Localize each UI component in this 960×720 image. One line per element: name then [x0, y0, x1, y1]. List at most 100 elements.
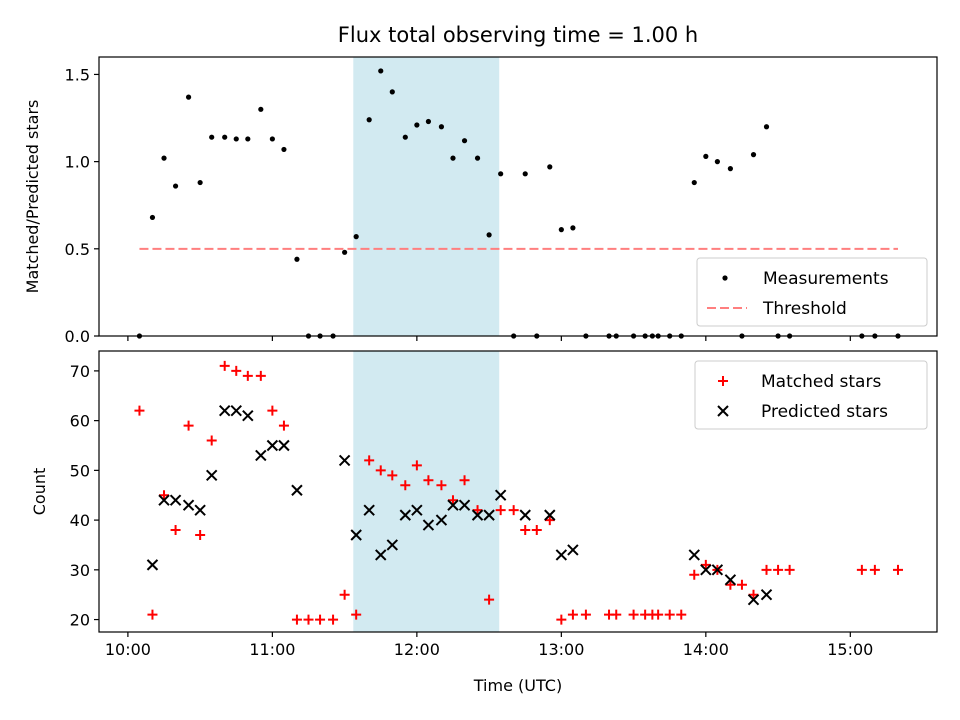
panel-flux-ratio: 0.0 0.5 1.0 1.5 Matched/Predicted stars Measu… — [23, 56, 938, 346]
data-point — [486, 232, 492, 238]
data-point — [375, 465, 386, 476]
data-point — [363, 504, 375, 516]
data-point — [653, 609, 664, 620]
data-point — [303, 614, 314, 625]
data-point — [209, 134, 215, 140]
series-matched-stars — [134, 360, 903, 625]
data-point — [147, 609, 158, 620]
data-point — [411, 504, 423, 516]
data-point — [402, 134, 408, 140]
highlight-span — [353, 351, 500, 632]
data-point — [736, 579, 747, 590]
data-point — [700, 559, 711, 570]
data-point — [567, 609, 578, 620]
data-point — [230, 404, 242, 417]
data-point — [747, 593, 760, 606]
data-point — [414, 122, 420, 128]
data-point — [570, 225, 576, 231]
data-point — [291, 614, 302, 625]
x-tick-label: 13:00 — [538, 640, 584, 659]
data-point — [773, 564, 784, 575]
data-point — [350, 529, 362, 541]
data-point — [338, 454, 351, 467]
data-point — [278, 439, 290, 452]
data-point — [328, 614, 339, 625]
data-point — [688, 549, 700, 561]
y-axis-label: Matched/Predicted stars — [23, 100, 42, 294]
data-point — [242, 370, 253, 381]
legend: Matched stars Predicted stars — [694, 360, 928, 430]
data-point — [498, 171, 504, 177]
data-point — [399, 509, 412, 521]
data-point — [784, 564, 795, 575]
data-point — [266, 439, 279, 452]
data-point — [892, 564, 903, 575]
legend-swatch — [722, 275, 728, 281]
data-point — [869, 564, 880, 575]
data-point — [149, 214, 156, 221]
axes-frame — [98, 350, 938, 633]
data-point — [628, 609, 639, 620]
data-point — [483, 509, 495, 521]
data-point — [183, 420, 194, 431]
data-point — [461, 138, 468, 144]
data-point — [231, 365, 242, 376]
y-tick-label: 50 — [70, 461, 90, 480]
data-point — [472, 505, 483, 516]
data-point — [161, 155, 167, 161]
data-point — [664, 609, 675, 620]
y-tick-label: 1.5 — [65, 65, 90, 84]
x-tick-label: 11:00 — [249, 640, 295, 659]
data-point — [222, 134, 228, 140]
data-point — [389, 89, 395, 95]
data-point — [172, 183, 179, 189]
data-point — [520, 525, 531, 536]
data-point — [218, 404, 231, 417]
series-predicted-stars — [146, 404, 773, 606]
data-point — [170, 525, 181, 536]
data-point — [567, 544, 579, 556]
legend-box — [696, 257, 928, 327]
data-point — [750, 152, 757, 158]
data-point — [269, 136, 275, 142]
data-point — [291, 484, 303, 496]
data-point — [411, 460, 422, 471]
y-tick-label: 60 — [70, 412, 90, 431]
data-point — [158, 494, 170, 506]
data-point — [387, 470, 398, 481]
legend-label: Threshold — [762, 299, 847, 319]
y-tick-label: 0.5 — [65, 240, 90, 259]
data-point — [435, 514, 448, 526]
data-point — [547, 164, 553, 170]
data-point — [278, 420, 289, 431]
data-point — [727, 166, 733, 172]
data-point — [233, 136, 239, 142]
highlight-span — [353, 57, 500, 336]
data-point — [258, 106, 264, 112]
x-tick-label: 10:00 — [105, 640, 151, 659]
panel-star-counts: 10:00 11:00 12:00 13:00 14:00 15:00 20 30 40 50 60… — [30, 350, 938, 659]
data-point — [856, 564, 867, 575]
data-point — [544, 515, 555, 526]
data-point — [611, 609, 622, 620]
data-point — [471, 509, 484, 521]
data-point — [159, 490, 170, 501]
data-point — [422, 519, 435, 531]
data-point — [339, 589, 350, 600]
data-point — [242, 409, 254, 422]
data-point — [195, 530, 206, 541]
legend: Measurements Threshold — [696, 257, 928, 327]
legend-label: Matched stars — [761, 372, 881, 392]
data-point — [425, 118, 432, 125]
data-point — [255, 449, 267, 462]
data-point — [519, 509, 531, 521]
x-tick-label: 12:00 — [394, 640, 440, 659]
data-point — [484, 594, 495, 605]
x-tick-label: 14:00 — [683, 640, 729, 659]
y-tick-label: 70 — [70, 362, 90, 381]
data-point — [711, 564, 724, 576]
data-point — [676, 609, 687, 620]
data-point — [351, 609, 362, 620]
legend-label: Measurements — [763, 269, 889, 289]
